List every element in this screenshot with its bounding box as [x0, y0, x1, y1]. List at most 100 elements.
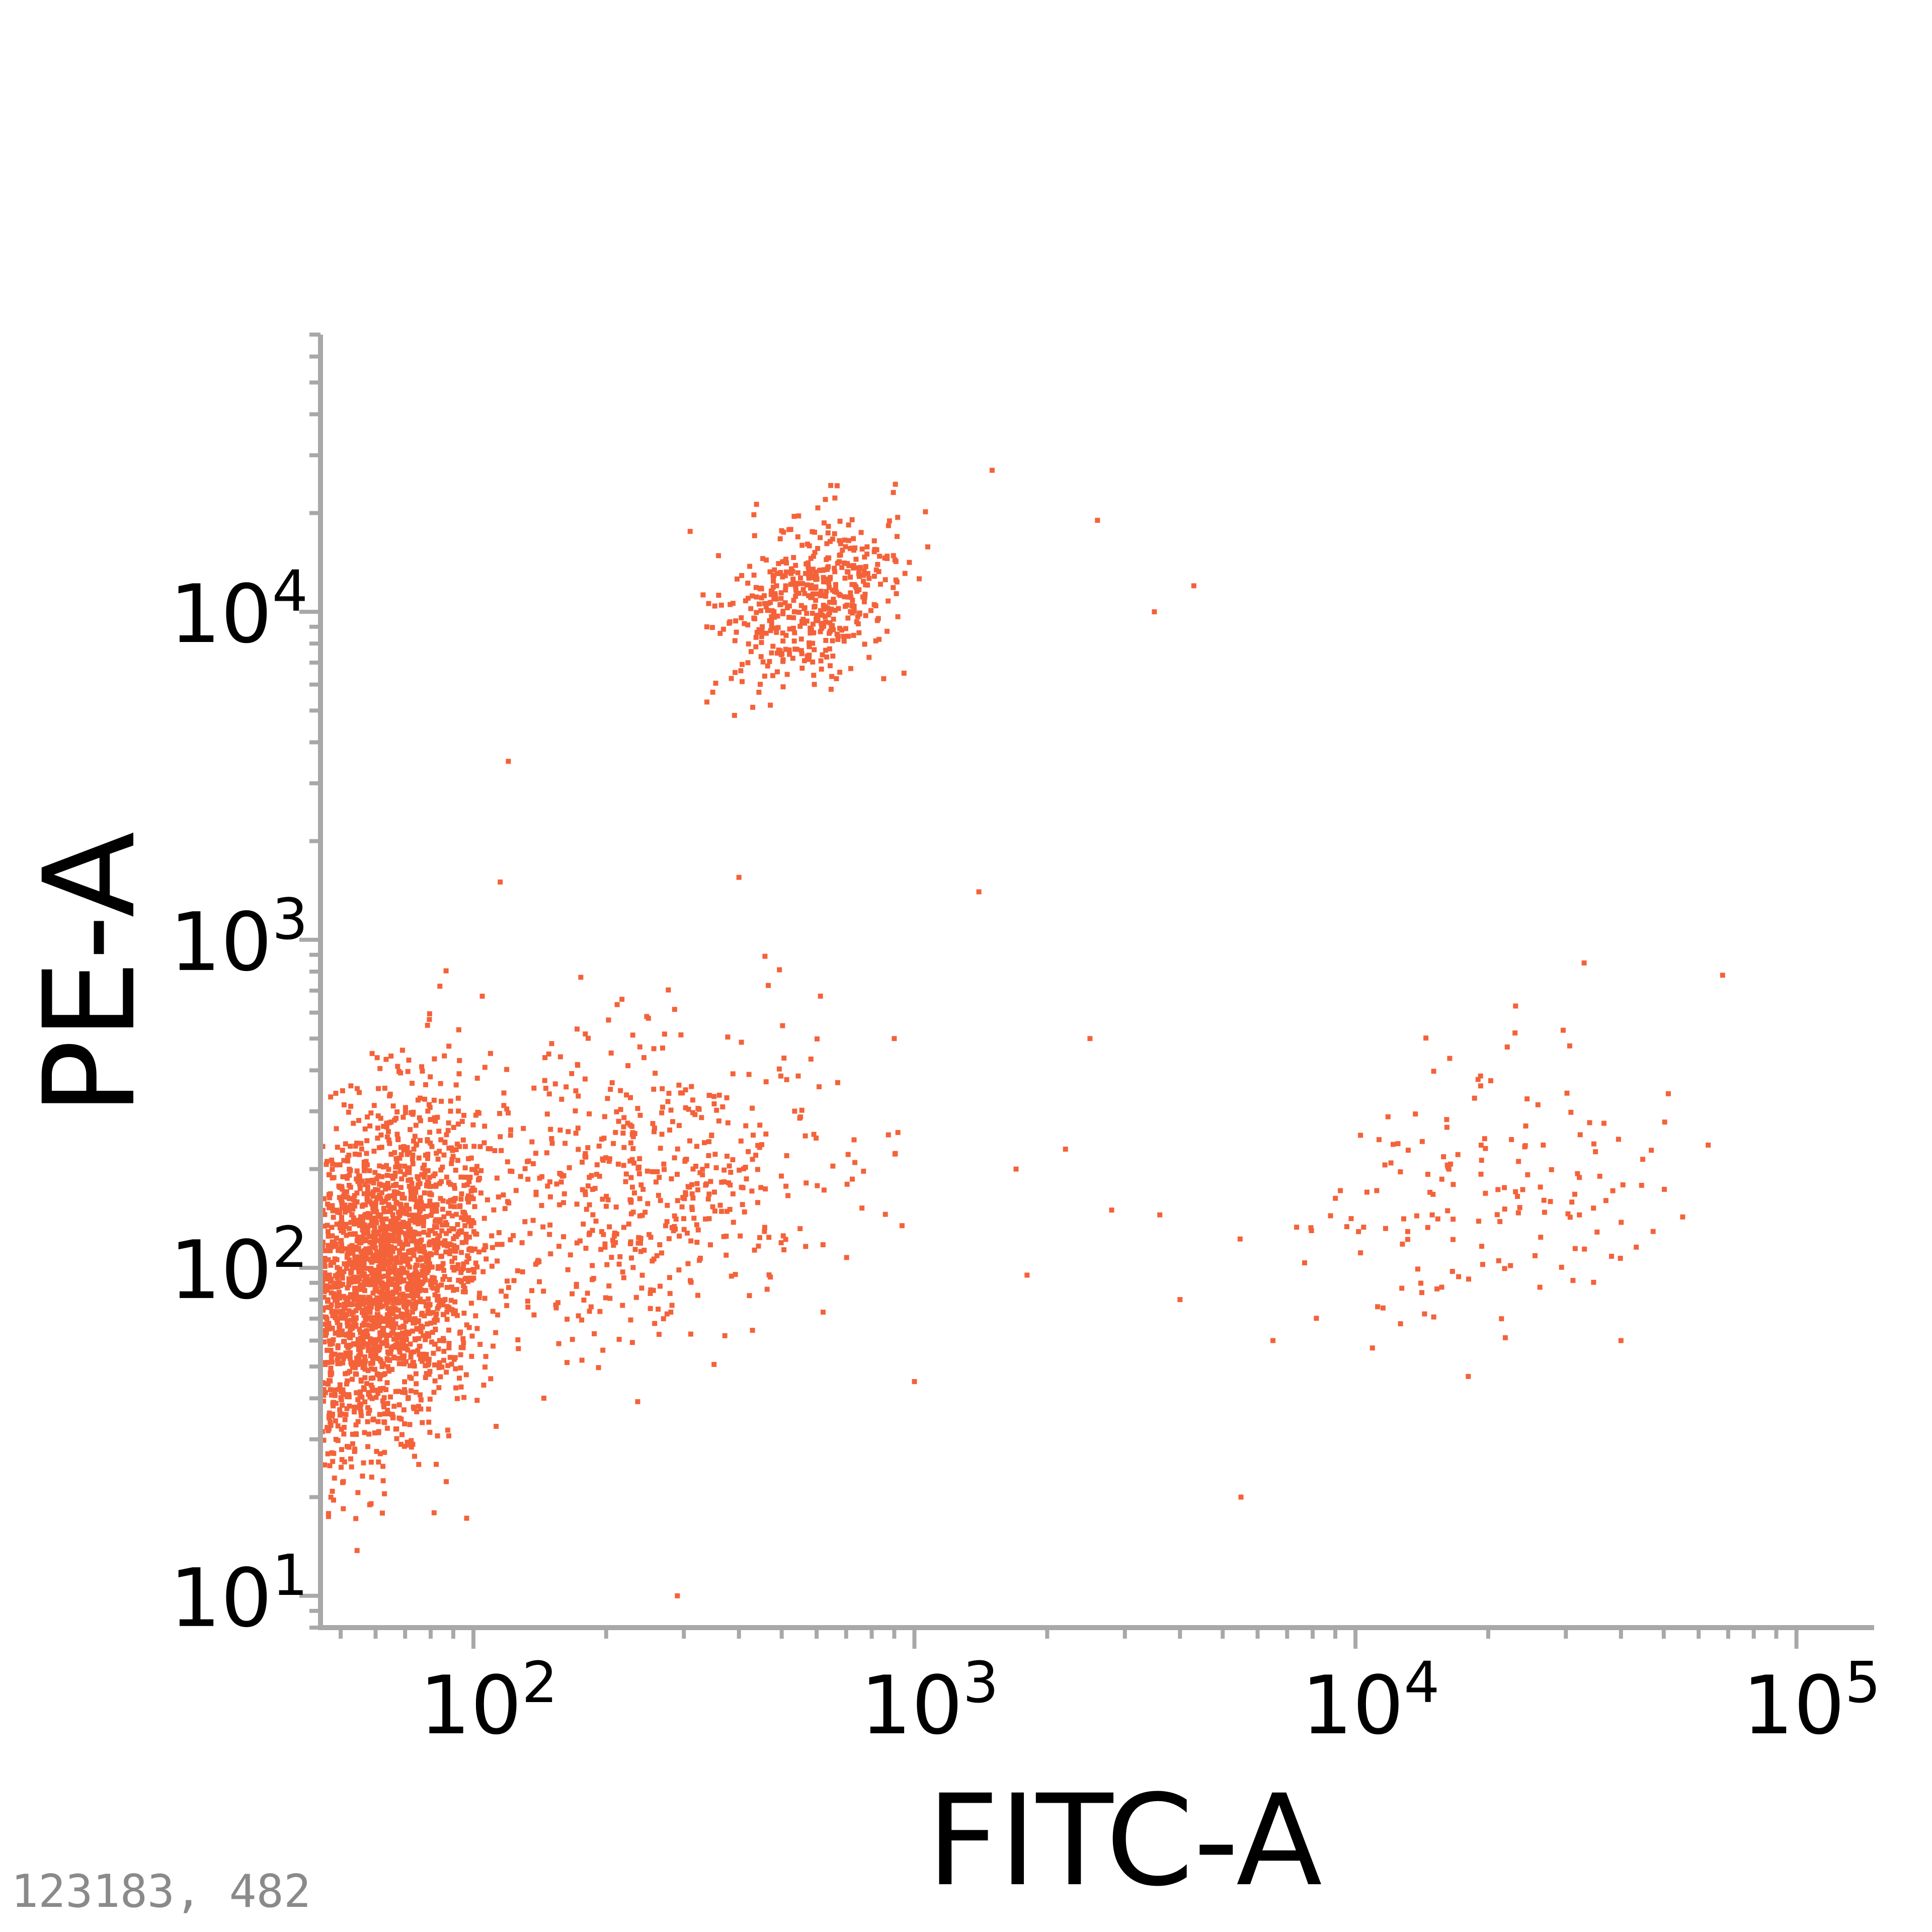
data-point [446, 1341, 452, 1346]
data-point [350, 1431, 355, 1437]
data-point [355, 1362, 360, 1367]
data-point [576, 1093, 581, 1099]
data-point [757, 1145, 762, 1150]
data-point [360, 1323, 365, 1328]
data-point [374, 1253, 380, 1258]
data-point [386, 1269, 391, 1274]
data-point [1619, 1220, 1624, 1225]
data-point [424, 1371, 429, 1376]
data-point [396, 1233, 401, 1238]
data-point [688, 1278, 693, 1283]
data-point [739, 1039, 744, 1045]
data-point [463, 1174, 468, 1180]
data-point [408, 1227, 413, 1232]
data-point [337, 1303, 342, 1308]
data-point [767, 618, 772, 623]
data-point [379, 1361, 385, 1366]
data-point [451, 1243, 457, 1249]
data-point [407, 1313, 412, 1319]
data-point [473, 1260, 478, 1266]
data-point [712, 603, 717, 609]
data-point [392, 1238, 397, 1244]
data-point [407, 1183, 412, 1189]
data-point [1455, 1152, 1461, 1157]
data-point [790, 581, 796, 587]
data-point [341, 1431, 347, 1437]
data-point [1451, 1182, 1456, 1187]
data-point [629, 1255, 634, 1261]
data-point [385, 1364, 390, 1370]
data-point [346, 1302, 352, 1308]
data-point [504, 1303, 510, 1308]
data-point [546, 1051, 551, 1057]
data-point [704, 1163, 710, 1169]
data-point [778, 652, 784, 657]
data-point [815, 614, 821, 619]
data-point [762, 593, 767, 598]
data-point [345, 1285, 350, 1291]
data-point [1504, 1044, 1510, 1050]
data-point [361, 1341, 367, 1346]
data-point [772, 567, 777, 573]
data-point [891, 490, 896, 495]
data-point [356, 1118, 362, 1123]
data-point [419, 1281, 425, 1286]
data-point [401, 1407, 407, 1413]
data-point [881, 676, 887, 681]
data-point [405, 1347, 411, 1353]
data-point [394, 1161, 399, 1166]
data-point [849, 517, 855, 522]
data-point [537, 1279, 542, 1284]
data-point [830, 638, 835, 643]
data-point [767, 569, 773, 575]
data-point [583, 1031, 588, 1037]
data-point [769, 650, 774, 656]
data-point [412, 1186, 417, 1191]
data-point [529, 1139, 535, 1145]
data-point [499, 1242, 505, 1247]
data-point [1525, 1172, 1531, 1177]
data-point [1479, 1244, 1484, 1249]
data-point [336, 1332, 342, 1338]
data-point [720, 626, 726, 632]
data-point [725, 1120, 731, 1125]
data-point [858, 530, 864, 535]
data-point [379, 1145, 384, 1150]
data-point [784, 560, 789, 566]
data-point [383, 1251, 389, 1257]
data-point [406, 1281, 411, 1286]
data-point [522, 1166, 528, 1171]
data-point [756, 601, 762, 607]
data-point [411, 1138, 416, 1144]
data-point [365, 1405, 371, 1410]
data-point [383, 1301, 389, 1307]
data-point [403, 1110, 408, 1115]
data-point [439, 1179, 444, 1184]
data-point [365, 1114, 370, 1120]
data-point [778, 1240, 784, 1245]
data-point [893, 481, 898, 487]
data-point [332, 1312, 337, 1317]
data-point [466, 1268, 471, 1273]
data-point [370, 1357, 375, 1363]
data-point [1398, 1169, 1403, 1175]
data-point [364, 1322, 369, 1328]
data-point [330, 1233, 335, 1239]
data-point [1395, 1141, 1401, 1147]
data-point [438, 1374, 443, 1380]
data-point [358, 1389, 363, 1395]
data-point [851, 547, 856, 553]
data-point [540, 1224, 546, 1230]
data-point [340, 1281, 346, 1287]
data-point [833, 582, 838, 587]
data-point [387, 1233, 393, 1238]
data-point [329, 1290, 334, 1296]
data-point [1441, 1154, 1446, 1160]
data-point [842, 537, 847, 543]
data-point [371, 1103, 377, 1108]
data-point [459, 1250, 464, 1255]
data-point [1237, 1236, 1243, 1242]
data-point [713, 1165, 719, 1170]
data-point [423, 1082, 428, 1087]
data-point [780, 630, 785, 636]
